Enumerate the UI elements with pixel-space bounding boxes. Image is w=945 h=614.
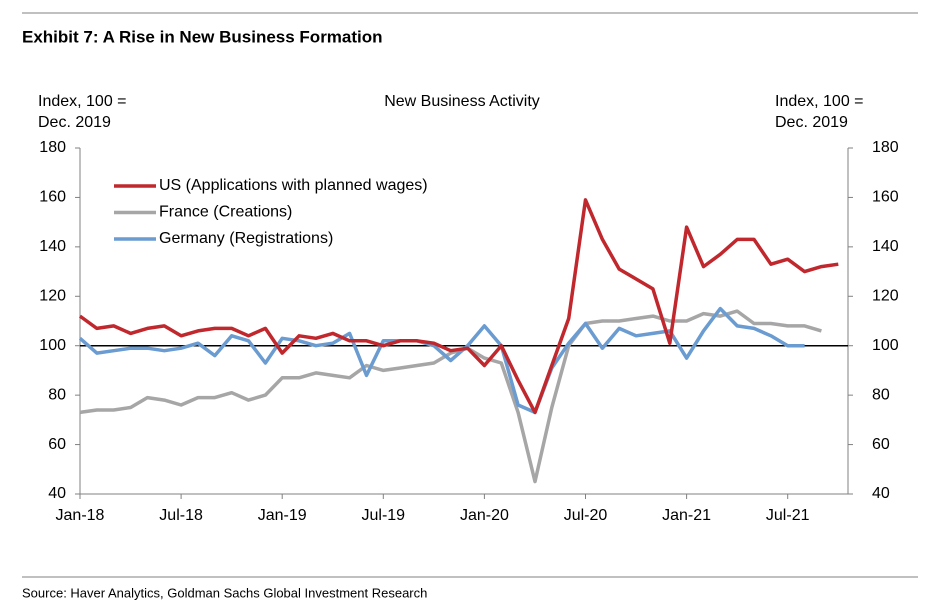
y-tick-label: 100 xyxy=(39,337,66,354)
x-tick-label: Jul-21 xyxy=(766,507,810,524)
y-tick-label: 80 xyxy=(48,386,66,403)
y2-tick-label: 60 xyxy=(872,436,890,453)
x-tick-label: Jul-20 xyxy=(564,507,608,524)
y2-tick-label: 160 xyxy=(872,189,899,206)
y2-tick-label: 140 xyxy=(872,238,899,255)
y2-tick-label: 40 xyxy=(872,485,890,502)
x-tick-label: Jan-18 xyxy=(56,507,105,524)
y-tick-label: 140 xyxy=(39,238,66,255)
y-tick-label: 160 xyxy=(39,189,66,206)
y-tick-label: 120 xyxy=(39,288,66,305)
data-line xyxy=(78,306,805,415)
y2-tick-label: 120 xyxy=(872,288,899,305)
y2-tick-label: 80 xyxy=(872,386,890,403)
source-note: Source: Haver Analytics, Goldman Sachs G… xyxy=(22,585,427,600)
y-label: Index, 100 = xyxy=(38,93,127,110)
data-line xyxy=(78,198,839,415)
legend-label: US (Applications with planned wages) xyxy=(159,177,428,194)
legend-label: France (Creations) xyxy=(159,204,292,221)
chart-subtitle: New Business Activity xyxy=(384,93,540,110)
y2-label: Dec. 2019 xyxy=(775,114,848,131)
y-label: Dec. 2019 xyxy=(38,114,111,131)
y-tick-label: 180 xyxy=(39,139,66,156)
y2-tick-label: 180 xyxy=(872,139,899,156)
x-tick-label: Jan-20 xyxy=(460,507,509,524)
x-tick-label: Jan-21 xyxy=(662,507,711,524)
x-tick-label: Jan-19 xyxy=(258,507,307,524)
legend-label: Germany (Registrations) xyxy=(159,230,333,247)
data-line xyxy=(79,309,822,484)
y-tick-label: 40 xyxy=(48,485,66,502)
y2-label: Index, 100 = xyxy=(775,93,864,110)
chart-title: Exhibit 7: A Rise in New Business Format… xyxy=(22,27,383,46)
y-tick-label: 60 xyxy=(48,436,66,453)
y2-tick-label: 100 xyxy=(872,337,899,354)
x-tick-label: Jul-19 xyxy=(362,507,406,524)
x-tick-label: Jul-18 xyxy=(159,507,203,524)
